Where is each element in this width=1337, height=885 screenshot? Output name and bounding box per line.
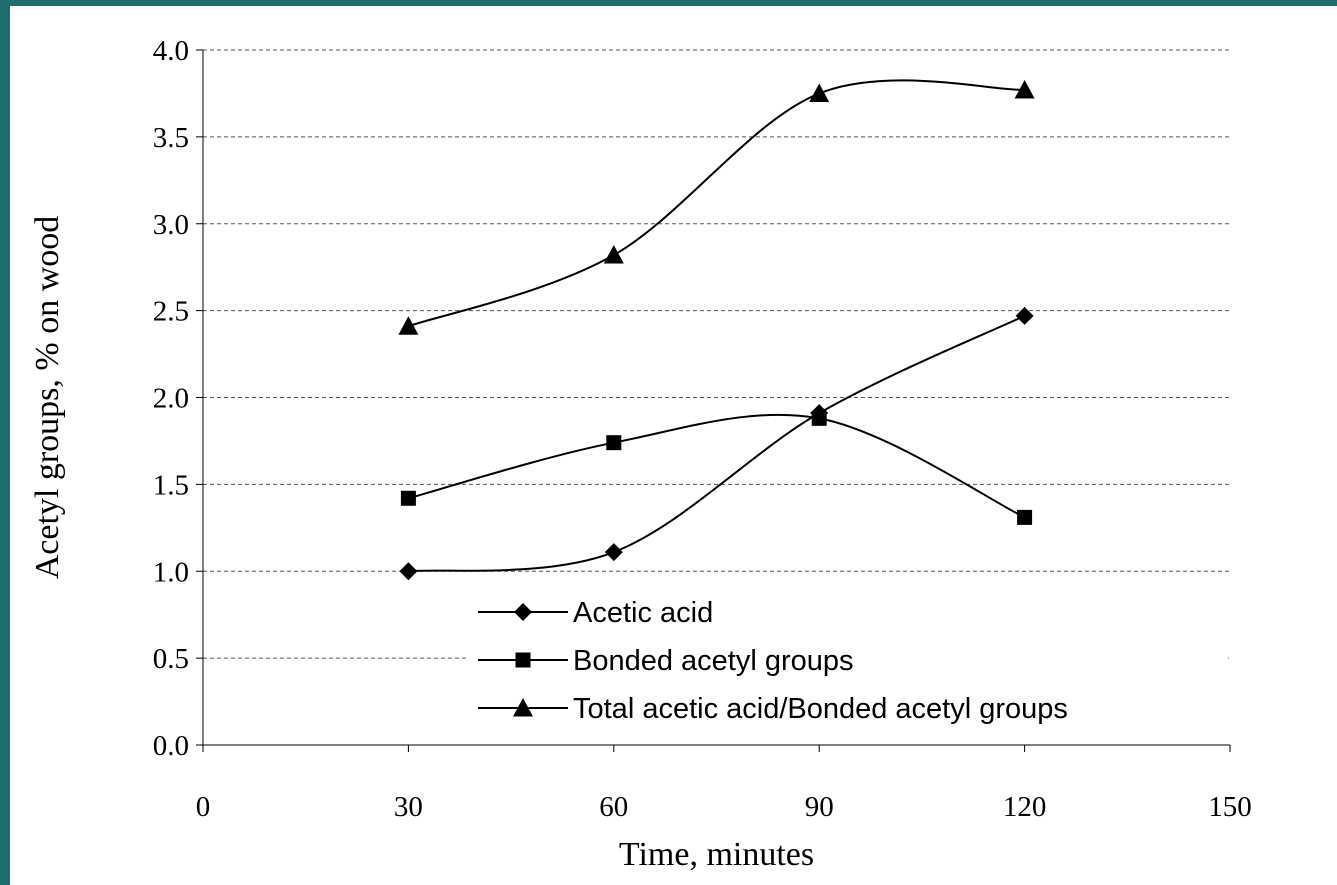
series-square <box>400 410 1033 525</box>
data-point <box>399 562 418 581</box>
x-tick-label: 90 <box>805 791 834 823</box>
x-tick-label: 0 <box>196 791 211 823</box>
x-tick-label: 30 <box>394 791 423 823</box>
series-line <box>408 314 1026 573</box>
series-line <box>408 413 1026 519</box>
y-tick-label: 1.0 <box>153 556 189 588</box>
y-tick-label: 2.0 <box>153 383 189 415</box>
y-tick-label: 2.5 <box>153 296 189 328</box>
y-tick-label: 1.5 <box>153 469 189 501</box>
data-point <box>400 490 416 506</box>
data-point <box>1014 79 1035 99</box>
data-point <box>1015 306 1034 325</box>
y-axis-title: Acetyl groups, % on wood <box>29 216 66 580</box>
data-point <box>606 435 622 451</box>
legend-marker <box>513 698 533 717</box>
y-tick-label: 3.5 <box>153 122 189 154</box>
y-tick-label: 0.5 <box>153 643 189 675</box>
x-axis-title: Time, minutes <box>619 836 814 873</box>
data-point <box>603 245 624 264</box>
data-point <box>398 316 419 335</box>
x-tick-label: 120 <box>1003 791 1047 823</box>
x-tick-label: 60 <box>599 791 628 823</box>
legend-box <box>468 588 1228 738</box>
legend-label: Acetic acid <box>573 597 713 629</box>
legend: Acetic acid Bonded acetyl groups Total ace… <box>468 588 1228 738</box>
legend-marker <box>515 652 531 668</box>
series-diamond <box>399 306 1034 581</box>
y-tick-label: 3.0 <box>153 209 189 241</box>
axes: 0.0 0.5 1.0 1.5 2.0 2.5 3.0 3.5 4.0 0 30 60 90 120 150 <box>153 35 1252 823</box>
y-tick-label: 4.0 <box>153 35 189 67</box>
series-line <box>408 79 1025 328</box>
data-point <box>809 83 830 102</box>
data-point <box>1017 509 1033 525</box>
series-lines <box>398 79 1035 581</box>
legend-label: Bonded acetyl groups <box>573 645 854 677</box>
data-point <box>604 543 623 562</box>
chart-frame: 0.0 0.5 1.0 1.5 2.0 2.5 3.0 3.5 4.0 0 30 60 90 120 150… <box>10 6 1337 885</box>
gridlines <box>203 49 1230 659</box>
line-chart: 0.0 0.5 1.0 1.5 2.0 2.5 3.0 3.5 4.0 0 30 60 90 120 150… <box>29 35 1252 873</box>
data-point <box>811 410 827 426</box>
legend-label: Total acetic acid/Bonded acetyl groups <box>573 693 1068 725</box>
legend-marker <box>514 603 532 621</box>
series-triangle <box>398 79 1035 335</box>
x-tick-label: 150 <box>1208 791 1252 823</box>
y-tick-label: 0.0 <box>153 730 189 762</box>
